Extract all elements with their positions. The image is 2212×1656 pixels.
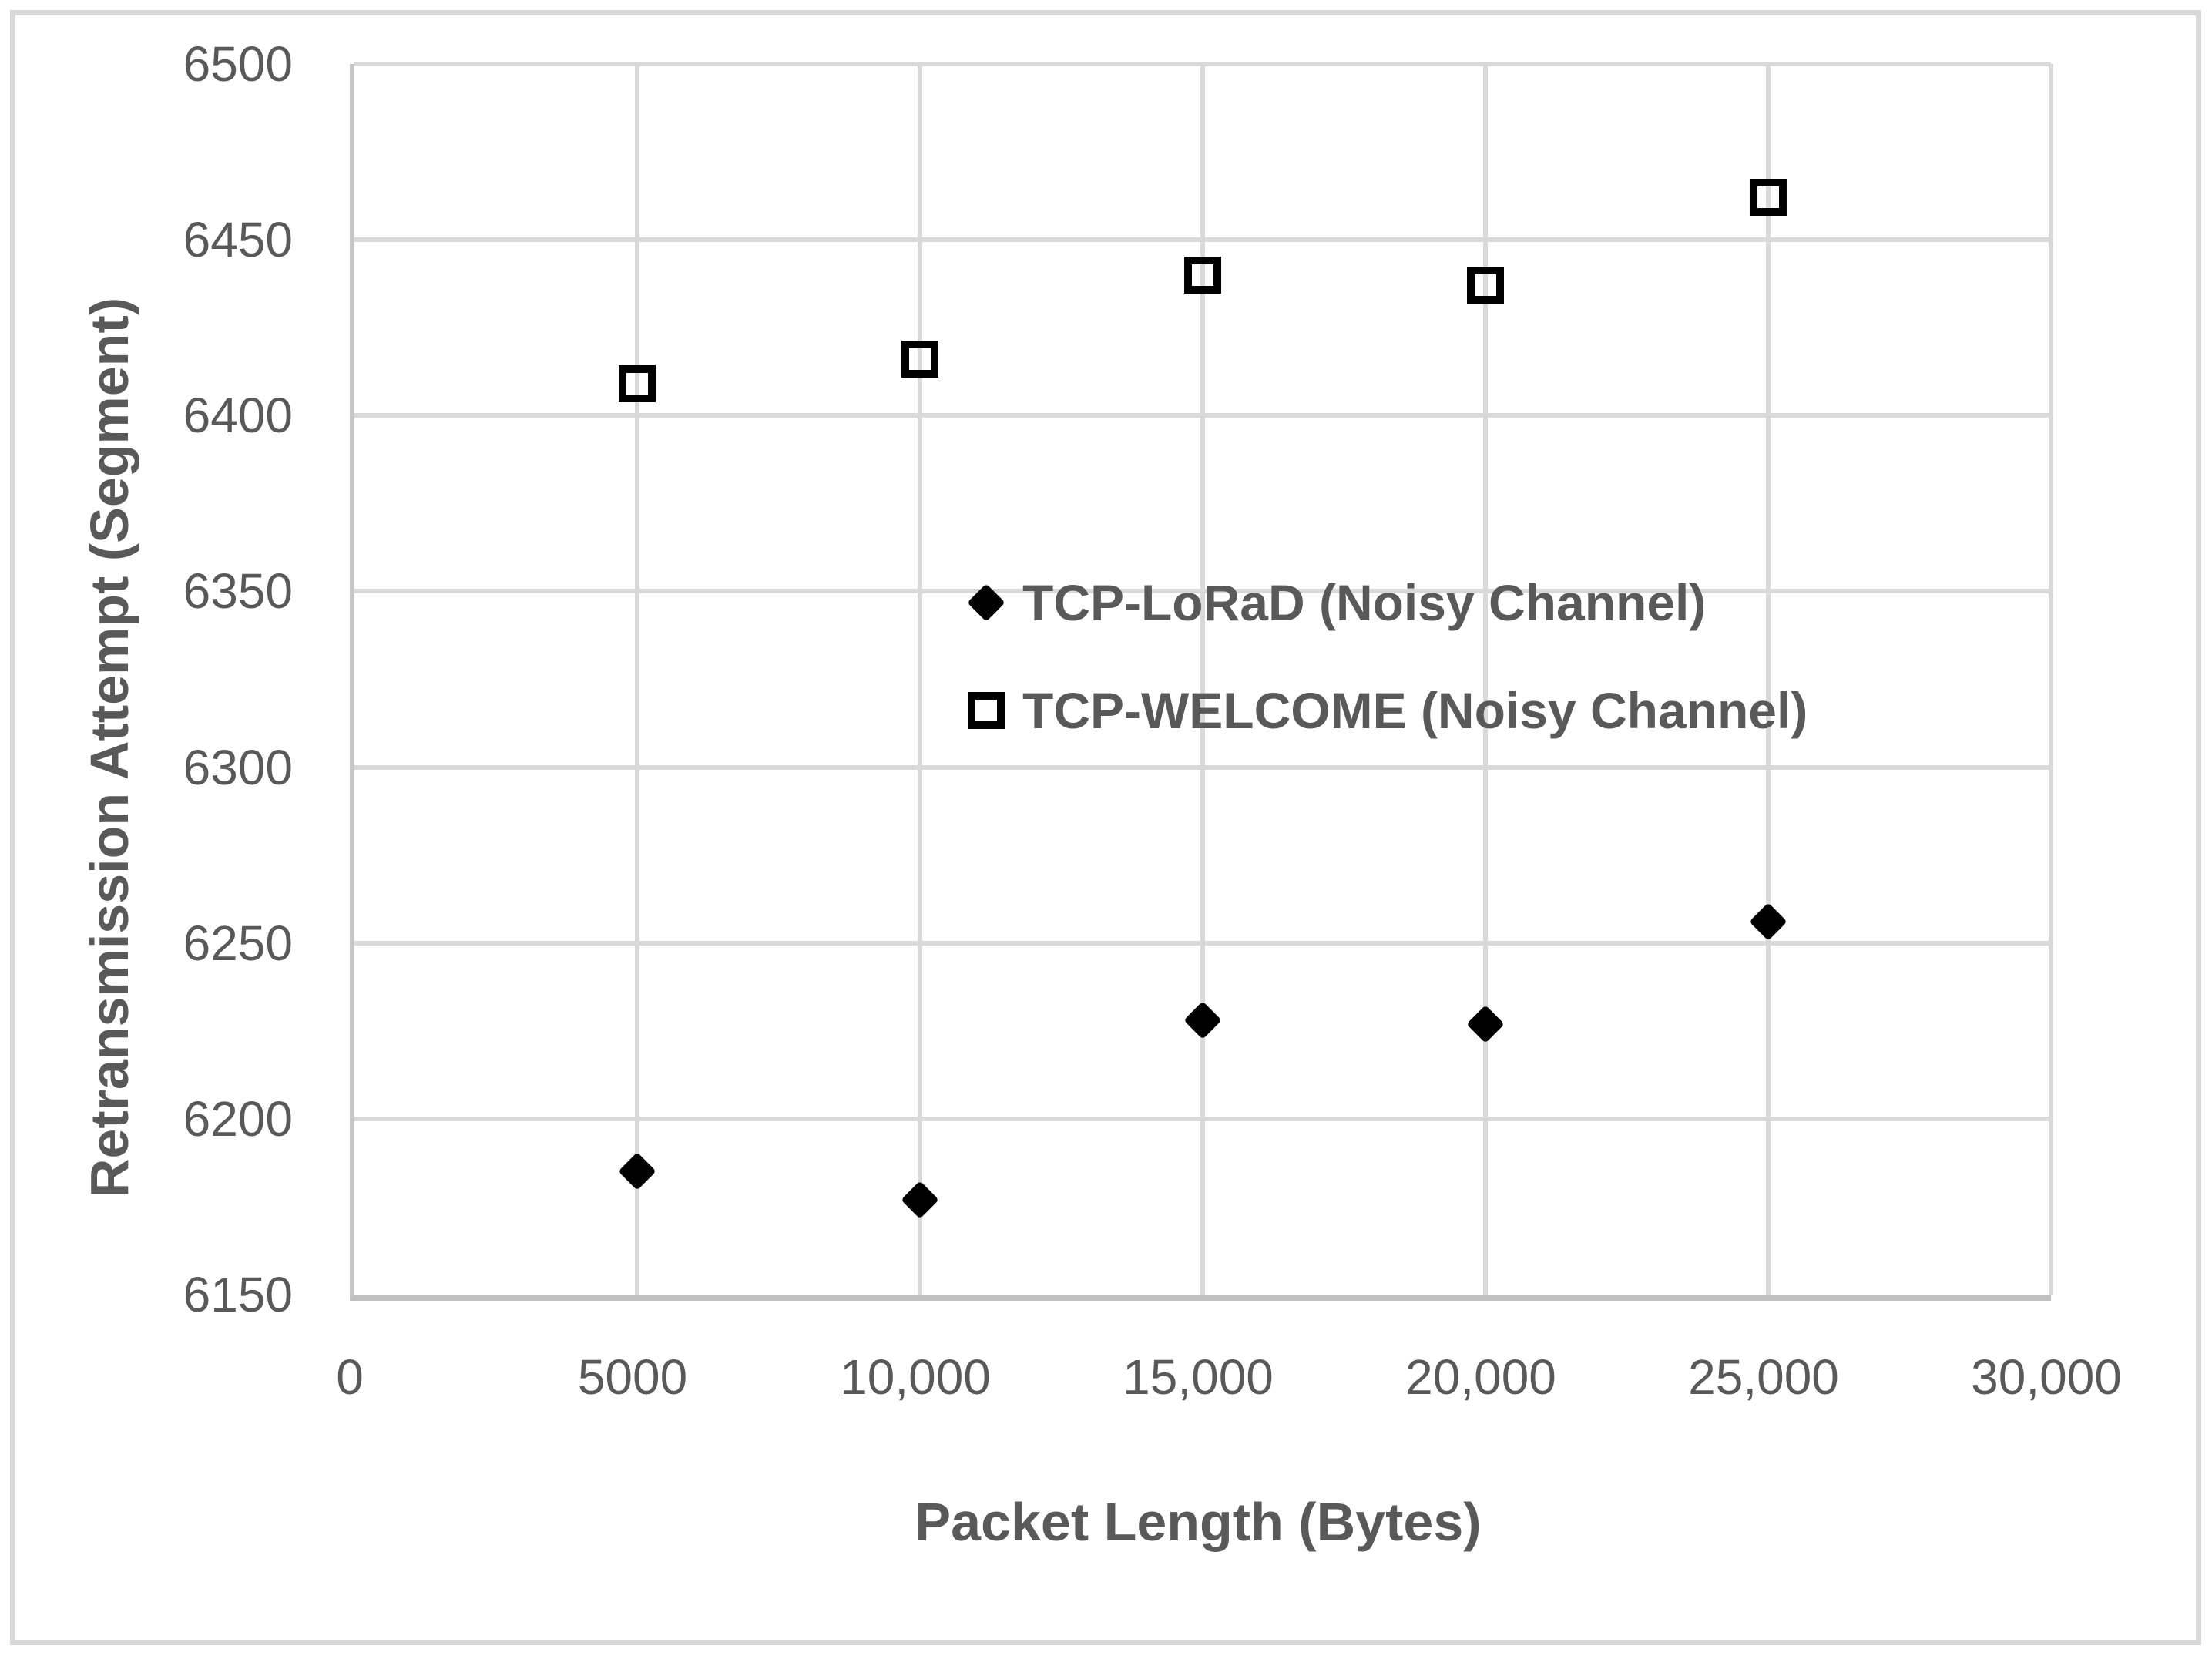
filled-diamond-legend-swatch [967, 583, 1005, 622]
filled-diamond-data-marker [1466, 1004, 1505, 1043]
plot-area: TCP-LoRaD (Noisy Channel) TCP-WELCOME (N… [350, 62, 2053, 1301]
horizontal-gridline [354, 1116, 2051, 1121]
vertical-gridline [635, 64, 639, 1295]
legend-row-tcp-welcome: TCP-WELCOME (Noisy Channel) [967, 681, 1808, 740]
y-tick-label: 6500 [183, 36, 293, 92]
vertical-gridline [2049, 64, 2053, 1295]
horizontal-gridline [354, 940, 2051, 946]
y-tick-label: 6400 [183, 388, 293, 444]
open-square-legend-swatch [967, 691, 1005, 730]
horizontal-gridline [354, 764, 2051, 770]
x-tick-label: 15,000 [1123, 1349, 1274, 1405]
horizontal-gridline [354, 413, 2051, 418]
vertical-gridline [1766, 64, 1771, 1295]
x-tick-label: 20,000 [1405, 1349, 1556, 1405]
filled-diamond-data-marker [1749, 902, 1787, 942]
x-tick-label: 0 [336, 1349, 364, 1405]
x-tick-label: 25,000 [1688, 1349, 1839, 1405]
open-square-data-marker [1184, 256, 1221, 294]
filled-diamond-data-marker [618, 1152, 656, 1191]
x-axis-title: Packet Length (Bytes) [915, 1492, 1482, 1552]
y-tick-label: 6300 [183, 739, 293, 795]
y-tick-label: 6150 [183, 1267, 293, 1322]
vertical-gridline [1483, 64, 1488, 1295]
legend-row-tcp-lorad: TCP-LoRaD (Noisy Channel) [967, 573, 1706, 632]
x-tick-label: 30,000 [1971, 1349, 2122, 1405]
y-tick-label: 6350 [183, 563, 293, 620]
horizontal-gridline [354, 62, 2051, 66]
y-tick-label: 6450 [183, 212, 293, 268]
y-tick-label: 6250 [183, 915, 293, 971]
open-square-data-marker [1467, 267, 1504, 304]
chart-outer-border [10, 10, 2201, 1645]
vertical-gridline [918, 64, 922, 1295]
open-square-data-marker [619, 365, 656, 403]
vertical-gridline [1200, 64, 1205, 1295]
horizontal-gridline [354, 589, 2051, 594]
open-square-data-marker [1750, 179, 1787, 217]
y-axis-tick-labels: 6150 6200 6250 6300 6350 6400 6450 6500 [0, 36, 293, 1322]
open-square-icon [968, 692, 1005, 729]
filled-diamond-icon [967, 583, 1005, 622]
filled-diamond-data-marker [901, 1181, 939, 1219]
open-square-data-marker [901, 341, 938, 378]
x-axis-tick-labels: 0 5000 10,000 15,000 20,000 25,000 30,000 [336, 1349, 2122, 1426]
legend-label-tcp-lorad: TCP-LoRaD (Noisy Channel) [1022, 574, 1707, 631]
y-tick-label: 6200 [183, 1090, 293, 1147]
filled-diamond-data-marker [1183, 1001, 1222, 1040]
x-tick-label: 5000 [577, 1349, 688, 1405]
horizontal-gridline [354, 237, 2051, 243]
x-tick-label: 10,000 [840, 1349, 991, 1405]
legend-label-tcp-welcome: TCP-WELCOME (Noisy Channel) [1022, 682, 1808, 739]
